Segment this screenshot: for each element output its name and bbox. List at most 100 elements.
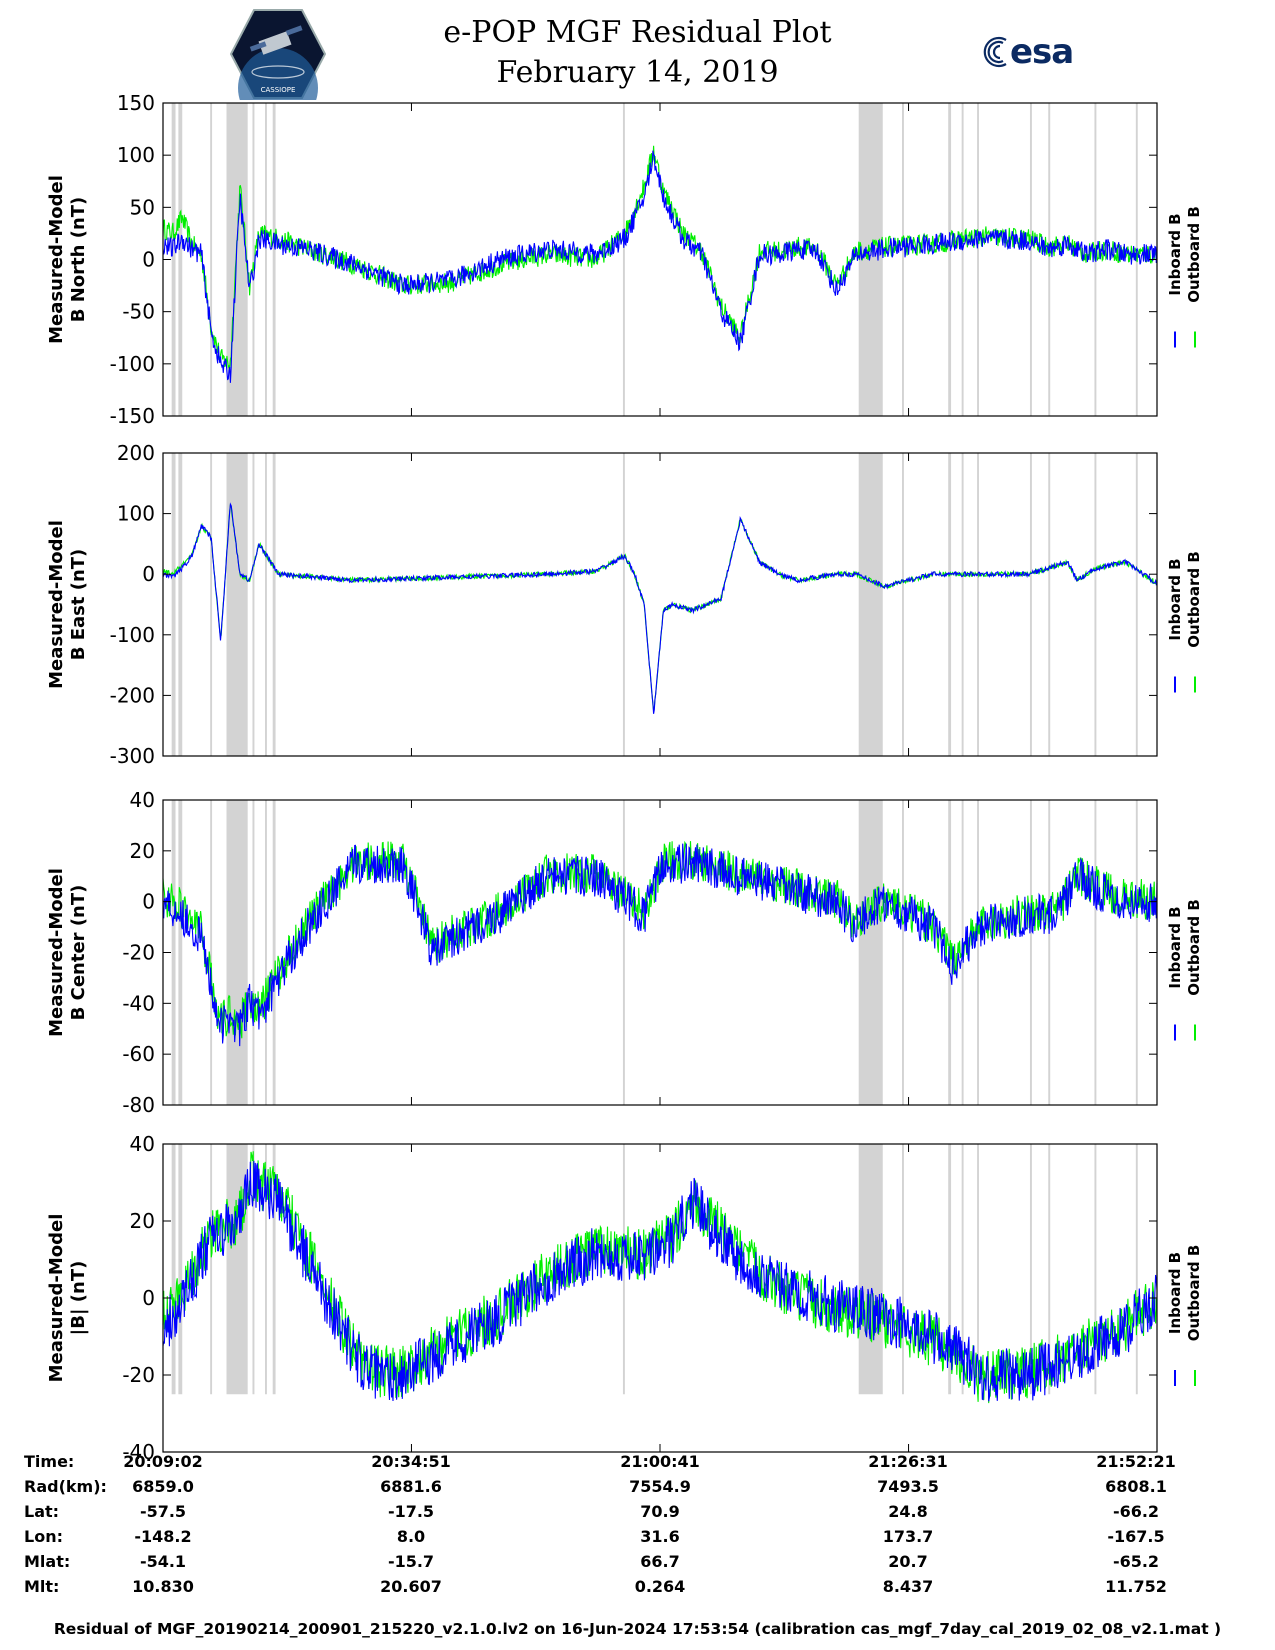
data-gap-band: [1094, 800, 1097, 1105]
data-gap-band: [210, 103, 213, 416]
data-gap-band: [858, 453, 883, 756]
legend: Inboard BOutboard B: [1166, 551, 1203, 648]
axes-frame: [162, 1143, 1158, 1453]
y-tick-label: -200: [110, 683, 155, 707]
data-gap-band: [178, 1144, 183, 1395]
data-gap-band: [1048, 453, 1051, 756]
legend: Inboard BOutboard B: [1166, 206, 1203, 303]
y-axis-label-line2: B North (nT): [68, 197, 89, 323]
data-gap-band: [1094, 453, 1097, 756]
data-gap-band: [902, 800, 904, 1105]
info-row-label: Lat:: [24, 1502, 60, 1521]
outboard-b-trace: [162, 840, 1158, 1039]
y-tick-label: -100: [110, 623, 155, 647]
y-axis-label: Measured-ModelB East (nT): [46, 520, 89, 689]
y-axis-label-line1: Measured-Model: [46, 868, 67, 1037]
y-tick-label: -60: [122, 1042, 155, 1066]
legend: Inboard BOutboard B: [1166, 1245, 1203, 1342]
info-value-lat: 70.9: [640, 1502, 680, 1521]
data-gap-band: [961, 1144, 964, 1395]
y-axis-label-line2: B East (nT): [68, 549, 89, 661]
data-gap-band: [1048, 103, 1051, 416]
data-gap-band: [252, 103, 255, 416]
data-gap-band: [948, 453, 952, 756]
data-gap-band: [1029, 103, 1032, 416]
cassiope-mission-logo: CASSIOPE: [230, 9, 326, 100]
footer-caption: Residual of MGF_20190214_200901_215220_v…: [53, 1620, 1222, 1638]
info-row-label: Mlt:: [24, 1577, 60, 1596]
data-gap-band: [1029, 800, 1032, 1105]
cassiope-logo-text: CASSIOPE: [261, 86, 296, 94]
info-value-rad: 7493.5: [877, 1477, 939, 1496]
info-row-label: Rad(km):: [24, 1477, 107, 1496]
y-tick-label: 20: [130, 839, 155, 863]
data-gap-band: [961, 453, 964, 756]
data-gap-band: [902, 103, 904, 416]
data-gap-band: [171, 103, 176, 416]
inboard-b-trace: [162, 1160, 1158, 1402]
data-gap-band: [226, 453, 248, 756]
data-gap-band: [264, 800, 267, 1105]
y-tick-label: -150: [110, 404, 155, 428]
legend-inboard-label: Inboard B: [1166, 558, 1184, 640]
y-axis-label-line1: Measured-Model: [46, 520, 67, 689]
info-value-rad: 6859.0: [132, 1477, 194, 1496]
data-gap-band: [171, 453, 176, 756]
info-value-lon: 173.7: [882, 1527, 934, 1546]
info-value-time: 20:34:51: [371, 1452, 451, 1471]
data-gap-band: [977, 103, 979, 416]
data-gap-band: [264, 453, 267, 756]
info-value-lon: 8.0: [396, 1527, 426, 1546]
y-tick-label: 40: [130, 788, 155, 812]
y-tick-label: 100: [117, 502, 155, 526]
axes-frame: [162, 102, 1158, 417]
legend-inboard-label: Inboard B: [1166, 906, 1184, 988]
info-row-label: Mlat:: [24, 1552, 71, 1571]
info-value-time: 20:09:02: [123, 1452, 203, 1471]
data-gap-band: [948, 1144, 952, 1395]
data-gap-band: [178, 800, 183, 1105]
info-value-mlt: 8.437: [882, 1577, 934, 1596]
y-tick-label: 0: [142, 1286, 155, 1310]
inboard-b-trace: [162, 150, 1158, 383]
info-value-lon: -167.5: [1107, 1527, 1165, 1546]
data-gap-band: [977, 453, 979, 756]
info-value-mlt: 10.830: [132, 1577, 194, 1596]
inboard-b-trace: [162, 843, 1158, 1047]
y-tick-label: -40: [122, 991, 155, 1015]
data-gap-band: [210, 453, 213, 756]
y-tick-label: 0: [142, 562, 155, 586]
legend-inboard-label: Inboard B: [1166, 1252, 1184, 1334]
data-gap-band: [977, 800, 979, 1105]
y-tick-label: -80: [122, 1093, 155, 1117]
esa-logo-text: esa: [1010, 32, 1074, 72]
panel-4: 40 20 0 -20 -40 Measured-Model|B| (nT) Inboard…: [46, 1132, 1203, 1464]
info-value-lat: -66.2: [1112, 1502, 1160, 1521]
y-tick-label: -300: [110, 744, 155, 768]
data-gap-band: [1135, 1144, 1138, 1395]
data-gap-band: [977, 1144, 979, 1395]
data-gap-band: [252, 453, 255, 756]
data-gap-band: [1048, 1144, 1051, 1395]
data-gap-band: [264, 1144, 267, 1395]
data-gap-band: [1029, 453, 1032, 756]
info-value-mlat: 66.7: [640, 1552, 680, 1571]
data-gap-band: [210, 800, 213, 1105]
y-tick-label: 200: [117, 441, 155, 465]
data-gap-band: [272, 800, 276, 1105]
y-tick-label: 20: [130, 1209, 155, 1233]
data-gap-band: [622, 103, 625, 416]
data-gap-band: [1094, 1144, 1097, 1395]
title-line-2: February 14, 2019: [496, 55, 779, 90]
legend-outboard-label: Outboard B: [1185, 899, 1203, 996]
outboard-b-trace: [162, 504, 1158, 711]
y-axis-label-line2: B Center (nT): [68, 885, 89, 1021]
axes-frame: [162, 799, 1158, 1106]
info-value-lat: -57.5: [139, 1502, 187, 1521]
data-gap-band: [272, 453, 276, 756]
data-gap-band: [622, 800, 625, 1105]
y-tick-label: -40: [122, 1440, 155, 1464]
y-tick-label: 100: [117, 143, 155, 167]
data-gap-band: [902, 1144, 904, 1395]
